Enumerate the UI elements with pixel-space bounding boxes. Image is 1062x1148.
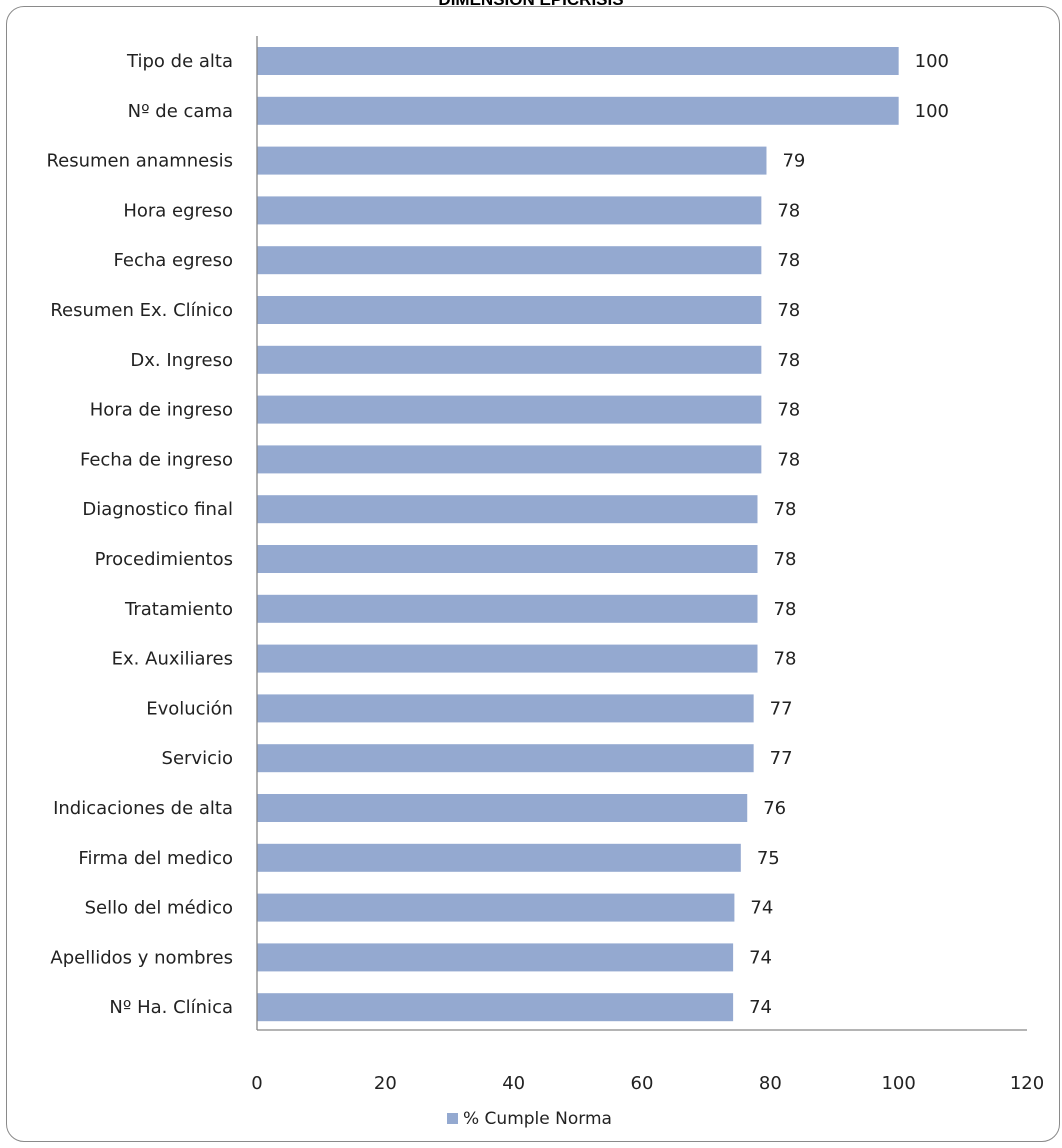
bar-15 <box>257 744 754 773</box>
value-label: 78 <box>777 350 800 371</box>
category-label: Resumen anamnesis <box>46 151 233 172</box>
bar-4 <box>257 196 762 225</box>
value-label: 78 <box>774 499 797 520</box>
category-label: Evolución <box>146 698 233 719</box>
bar-20 <box>257 993 734 1022</box>
bar-10 <box>257 495 758 524</box>
bar-2 <box>257 96 899 125</box>
category-label: Tratamiento <box>124 599 233 620</box>
bar-3 <box>257 146 767 175</box>
category-label: Fecha de ingreso <box>80 449 233 470</box>
category-label: Apellidos y nombres <box>50 947 233 968</box>
category-label: Ex. Auxiliares <box>112 649 233 670</box>
value-label: 77 <box>770 748 793 769</box>
x-tick-label: 80 <box>759 1073 782 1094</box>
bar-5 <box>257 246 762 275</box>
value-label: 78 <box>777 200 800 221</box>
category-label: Indicaciones de alta <box>53 798 233 819</box>
bar-17 <box>257 843 741 872</box>
legend-swatch <box>447 1113 458 1124</box>
value-label: 78 <box>777 400 800 421</box>
bar-7 <box>257 345 762 374</box>
bar-9 <box>257 445 762 474</box>
bar-11 <box>257 545 758 573</box>
value-label: 74 <box>750 898 773 919</box>
bar-12 <box>257 594 758 623</box>
value-label: 74 <box>749 947 772 968</box>
bar-1 <box>257 47 899 75</box>
x-tick-label: 40 <box>502 1073 525 1094</box>
bar-6 <box>257 296 762 324</box>
value-label: 75 <box>757 848 780 869</box>
category-label: Dx. Ingreso <box>130 350 233 371</box>
chart-title: DIMENSIÓN EPICRISIS <box>0 0 1062 10</box>
category-label: Nº de cama <box>128 101 233 122</box>
category-label: Hora egreso <box>123 200 233 221</box>
x-tick-label: 120 <box>1010 1073 1044 1094</box>
value-label: 100 <box>915 101 949 122</box>
category-label: Hora de ingreso <box>90 400 233 421</box>
category-label: Servicio <box>162 748 233 769</box>
x-tick-label: 20 <box>374 1073 397 1094</box>
bars-layer <box>257 47 899 1022</box>
legend-label: % Cumple Norma <box>463 1109 612 1129</box>
value-label: 76 <box>763 798 786 819</box>
value-label: 78 <box>774 549 797 570</box>
category-label: Nº Ha. Clínica <box>109 997 233 1018</box>
bar-19 <box>257 943 734 972</box>
category-label: Resumen Ex. Clínico <box>50 300 233 321</box>
labels-layer: Tipo de alta 100 Nº de cama 100 Resumen anam… <box>46 51 949 1018</box>
axis-layer: 0 20 40 60 80 100 120 <box>251 36 1044 1094</box>
category-label: Tipo de alta <box>126 51 233 72</box>
value-label: 78 <box>777 449 800 470</box>
value-label: 74 <box>749 997 772 1018</box>
value-label: 77 <box>770 698 793 719</box>
category-label: Procedimientos <box>95 549 233 570</box>
x-tick-label: 100 <box>881 1073 915 1094</box>
category-label: Sello del médico <box>85 898 233 919</box>
legend: % Cumple Norma <box>447 1109 612 1129</box>
value-label: 78 <box>777 300 800 321</box>
x-tick-label: 60 <box>631 1073 654 1094</box>
category-label: Firma del medico <box>78 848 233 869</box>
value-label: 100 <box>915 51 949 72</box>
bar-14 <box>257 694 754 723</box>
value-label: 79 <box>782 151 805 172</box>
bar-18 <box>257 893 735 922</box>
value-label: 78 <box>774 599 797 620</box>
category-label: Diagnostico final <box>82 499 233 520</box>
value-label: 78 <box>774 649 797 670</box>
bar-8 <box>257 395 762 424</box>
category-label: Fecha egreso <box>114 250 233 271</box>
value-label: 78 <box>777 250 800 271</box>
x-tick-label: 0 <box>251 1073 262 1094</box>
bar-16 <box>257 794 748 822</box>
bar-13 <box>257 644 758 673</box>
